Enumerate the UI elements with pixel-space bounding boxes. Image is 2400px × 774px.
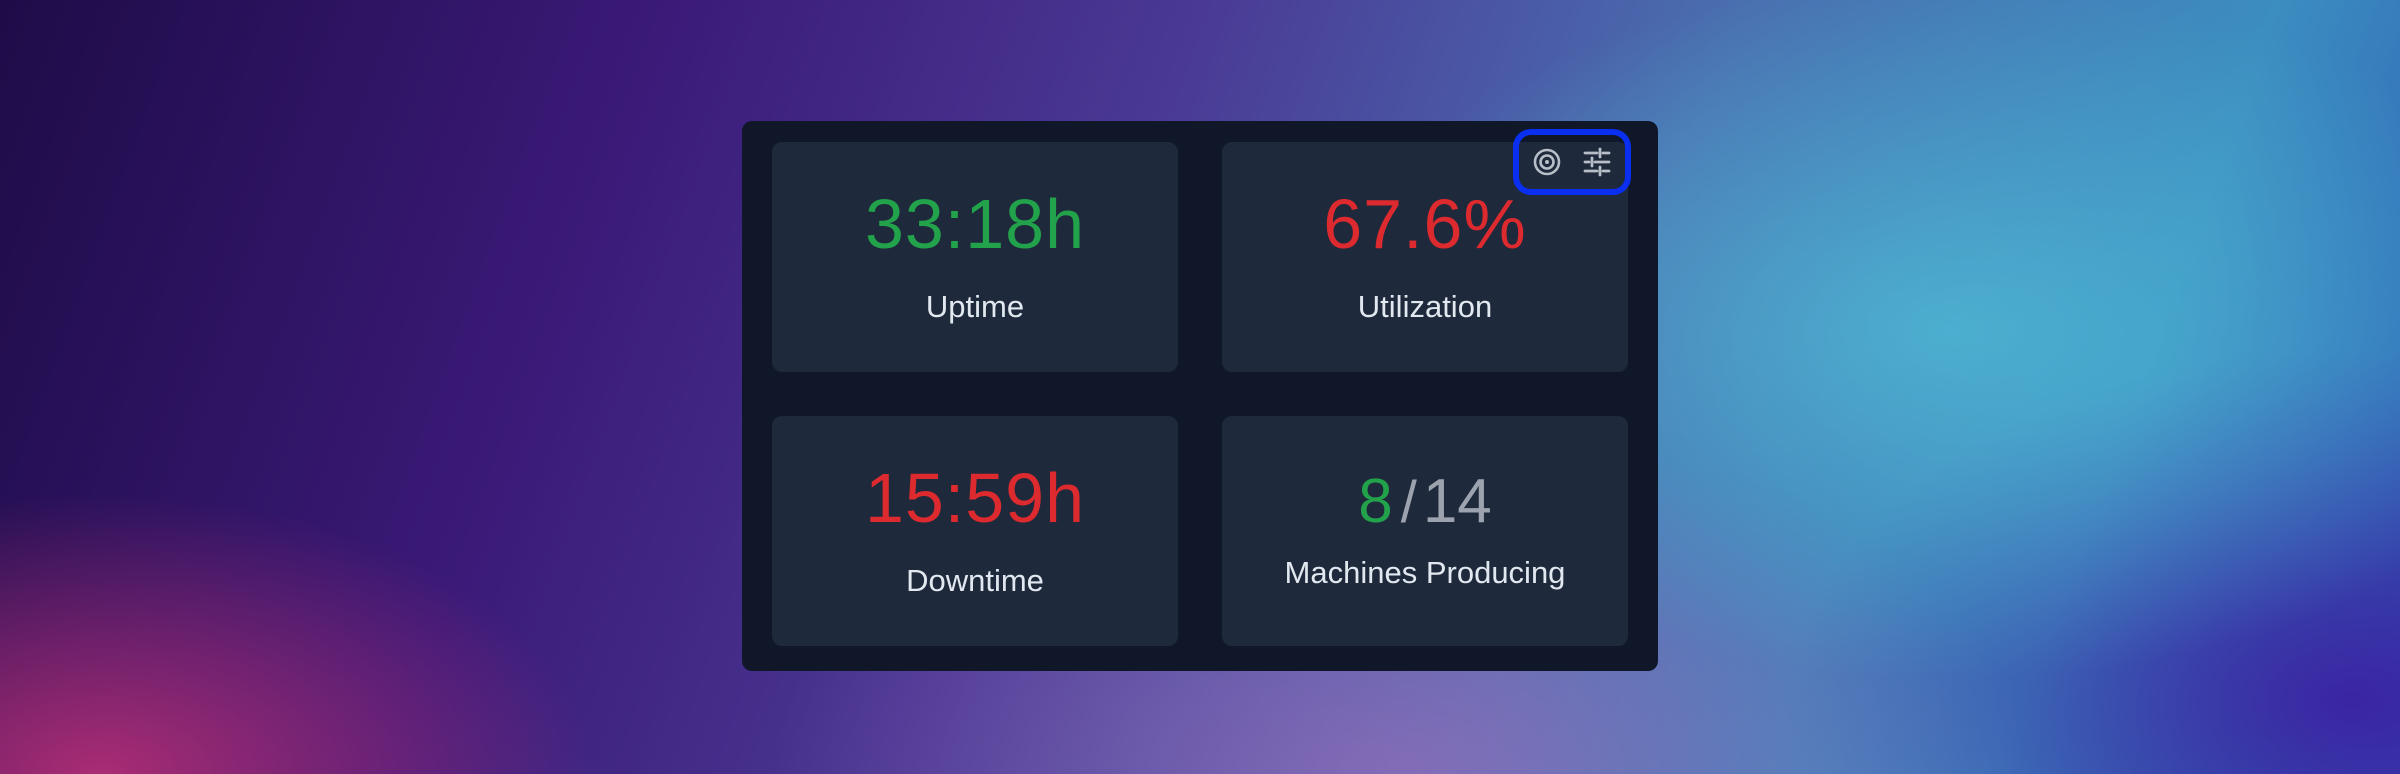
uptime-label: Uptime <box>925 289 1025 324</box>
ratio-slash: / <box>1400 470 1417 535</box>
sliders-icon[interactable] <box>1582 147 1612 177</box>
uptime-value: 33:18h <box>864 185 1086 263</box>
utilization-value: 67.6% <box>1323 185 1527 263</box>
uptime-card: 33:18h Uptime <box>772 142 1178 372</box>
machines-producing-count: 8 <box>1358 467 1393 536</box>
toolbar-highlight <box>1513 129 1631 195</box>
machines-label: Machines Producing <box>1284 555 1566 590</box>
downtime-value: 15:59h <box>864 459 1086 537</box>
metrics-panel: 33:18h Uptime 67.6% Utilization 15:59h D… <box>742 121 1658 671</box>
downtime-card: 15:59h Downtime <box>772 416 1178 646</box>
machines-card: 8 / 14 Machines Producing <box>1222 416 1628 646</box>
utilization-label: Utilization <box>1357 289 1493 324</box>
machines-ratio: 8 / 14 <box>1358 471 1492 533</box>
target-icon[interactable] <box>1532 147 1562 177</box>
utilization-card: 67.6% Utilization <box>1222 142 1628 372</box>
machines-total-count: 14 <box>1422 467 1492 536</box>
downtime-label: Downtime <box>906 563 1044 598</box>
